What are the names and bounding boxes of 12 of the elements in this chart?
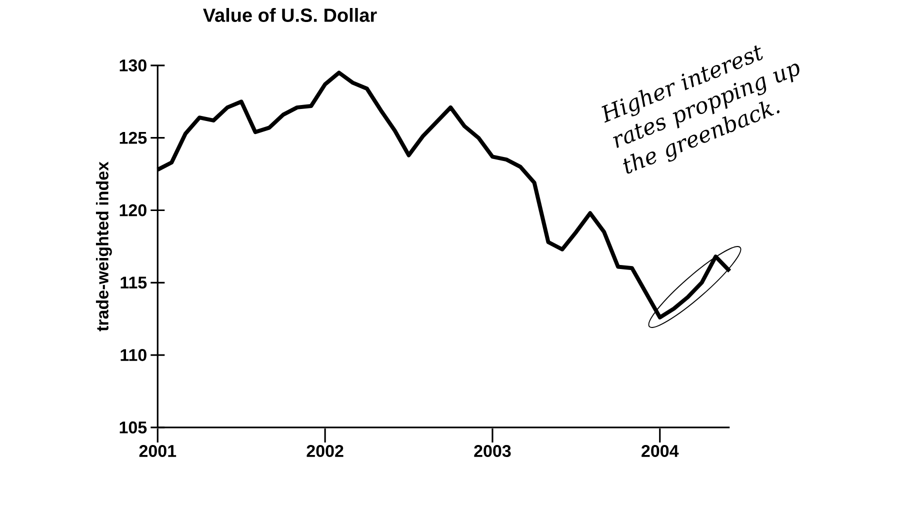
y-axis-title: trade-weighted index <box>96 162 112 332</box>
x-tick-label: 2004 <box>642 444 679 458</box>
y-tick-label: 110 <box>120 349 146 362</box>
x-tick-label: 2001 <box>139 444 176 458</box>
y-tick-label: 130 <box>120 59 146 72</box>
x-tick-label: 2002 <box>306 444 344 458</box>
x-tick-label: 2003 <box>474 444 511 458</box>
y-tick-label: 125 <box>120 132 147 144</box>
y-tick-label: 115 <box>120 276 147 289</box>
y-tick-label: 120 <box>120 204 146 216</box>
chart-title: Value of U.S. Dollar <box>203 8 377 22</box>
y-tick-label: 105 <box>120 421 147 434</box>
